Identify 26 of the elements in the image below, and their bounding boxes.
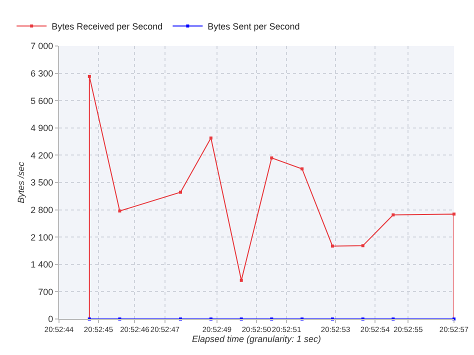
- point: [88, 74, 91, 78]
- point: [179, 190, 182, 194]
- y-tick-label: 1 400: [30, 260, 54, 270]
- point: [330, 244, 334, 248]
- point: [240, 278, 243, 282]
- y-tick-label: 5 600: [30, 96, 54, 106]
- point: [209, 136, 212, 140]
- point: [300, 167, 304, 170]
- y-tick-label: 700: [38, 286, 54, 297]
- y-tick-label: 3 500: [30, 178, 54, 188]
- y-tick-label: 4 200: [30, 150, 54, 160]
- y-tick-label: 0: [48, 314, 54, 324]
- y-tick-label: 6 300: [30, 68, 54, 78]
- y-tick-label: 7 000: [30, 41, 54, 52]
- y-axis-title: Bytes /sec: [16, 161, 26, 204]
- legend-label: Bytes Received per Second: [52, 22, 163, 32]
- point: [452, 212, 456, 216]
- x-axis-title: Elapsed time (granularity: 1 sec): [192, 334, 322, 344]
- point: [392, 213, 395, 216]
- point: [270, 156, 274, 160]
- y-tick-label: 2 800: [30, 204, 54, 215]
- point: [361, 244, 364, 248]
- y-tick-label: 2 100: [30, 232, 54, 242]
- y-tick-label: 4 900: [30, 123, 54, 134]
- point: [118, 209, 122, 212]
- legend-label: Bytes Sent per Second: [208, 22, 300, 32]
